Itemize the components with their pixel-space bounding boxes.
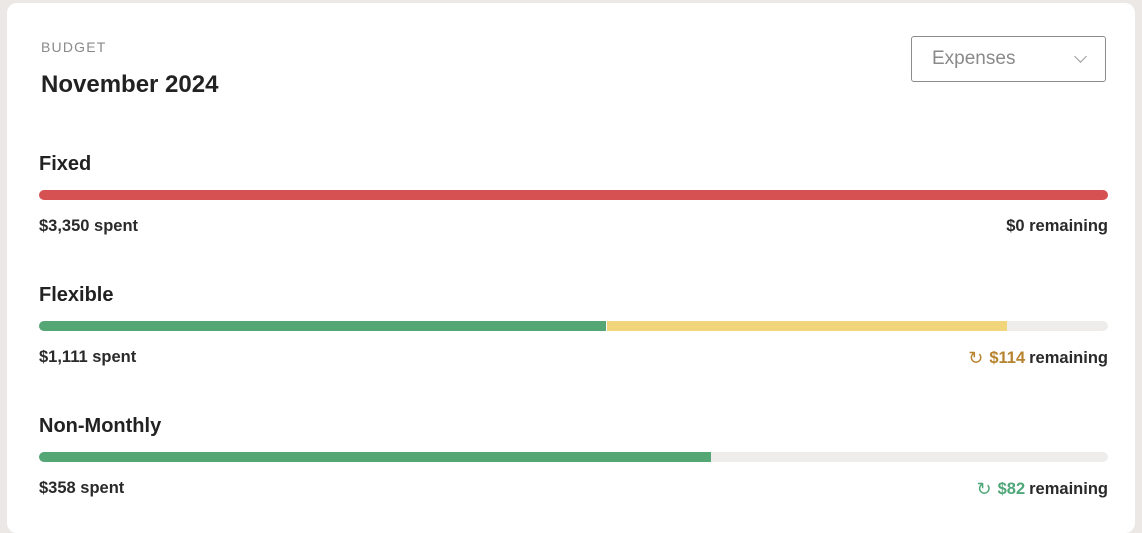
- budget-card: BUDGET November 2024 Expenses Fixed $3,3…: [7, 3, 1135, 533]
- progress-segment: [39, 190, 1108, 200]
- budget-group-non-monthly: Non-Monthly $358 spent ↻ $82 remaining: [39, 415, 1108, 500]
- remaining-amount: $0 remaining: [1006, 217, 1108, 236]
- category-select[interactable]: Expenses: [911, 36, 1106, 82]
- remaining-amount: ↻ $82 remaining: [977, 479, 1108, 500]
- remaining-amount: ↻ $114 remaining: [968, 348, 1108, 369]
- budget-group-flexible: Flexible $1,111 spent ↻ $114 remaining: [39, 284, 1108, 369]
- remaining-value: $114: [989, 349, 1026, 367]
- progress-segment: [605, 321, 1008, 331]
- spent-amount: $3,350 spent: [39, 217, 139, 235]
- section-eyebrow: BUDGET: [41, 39, 107, 55]
- remaining-value: $82: [997, 480, 1026, 498]
- refresh-icon: ↻: [968, 348, 984, 368]
- progress-bar: [39, 190, 1108, 200]
- group-title: Flexible: [39, 284, 114, 306]
- page-title: November 2024: [41, 71, 219, 98]
- progress-bar: [39, 452, 1108, 462]
- refresh-icon: ↻: [976, 479, 992, 499]
- remaining-label: remaining: [1029, 480, 1108, 498]
- remaining-label: $0 remaining: [1006, 217, 1108, 235]
- select-value: Expenses: [932, 48, 1016, 69]
- progress-segment: [39, 321, 606, 331]
- spent-amount: $358 spent: [39, 479, 125, 497]
- group-title: Non-Monthly: [39, 415, 162, 437]
- budget-group-fixed: Fixed $3,350 spent $0 remaining: [39, 153, 1108, 236]
- chevron-down-icon: [1074, 50, 1087, 63]
- progress-segment: [39, 452, 712, 462]
- remaining-label: remaining: [1029, 349, 1108, 367]
- group-title: Fixed: [39, 153, 92, 175]
- spent-amount: $1,111 spent: [39, 348, 137, 366]
- progress-bar: [39, 321, 1108, 331]
